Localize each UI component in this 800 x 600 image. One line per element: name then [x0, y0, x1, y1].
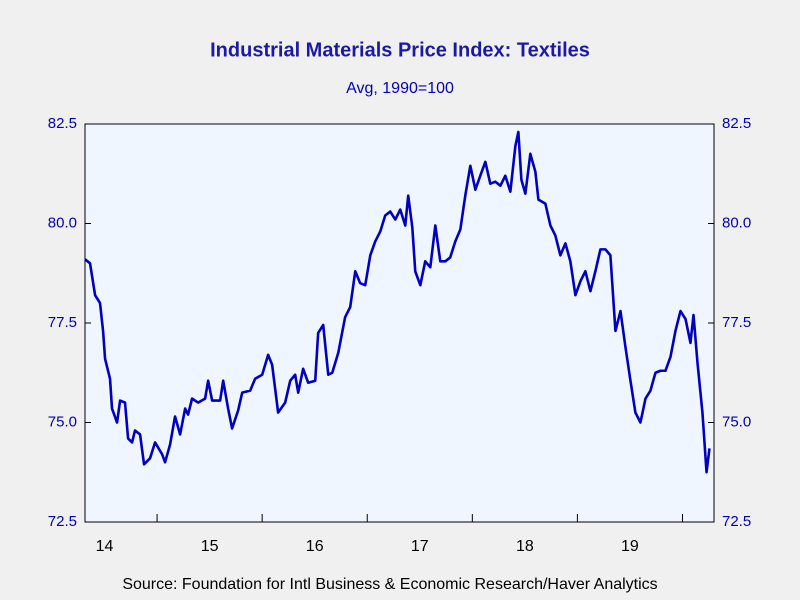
- y2-tick-label: 82.5: [722, 115, 751, 132]
- y-tick-label: 80.0: [48, 214, 77, 231]
- y-tick-label: 77.5: [48, 314, 77, 331]
- x-tick-label: 16: [306, 538, 324, 555]
- y-tick-label: 82.5: [48, 115, 77, 132]
- y2-tick-label: 77.5: [722, 314, 751, 331]
- y2-tick-label: 80.0: [722, 214, 751, 231]
- x-tick-label: 19: [621, 538, 639, 555]
- y-tick-label: 75.0: [48, 413, 77, 430]
- y-tick-label: 72.5: [48, 513, 77, 530]
- chart-title: Industrial Materials Price Index: Textil…: [210, 39, 590, 61]
- x-tick-label: 14: [96, 538, 114, 555]
- y2-tick-label: 72.5: [722, 513, 751, 530]
- plot-area: [84, 123, 715, 523]
- chart-subtitle: Avg, 1990=100: [346, 80, 454, 97]
- source-note: Source: Foundation for Intl Business & E…: [122, 576, 657, 593]
- data-line: [84, 130, 711, 474]
- x-tick-label: 17: [411, 538, 429, 555]
- x-tick-label: 18: [516, 538, 534, 555]
- x-tick-label: 15: [201, 538, 219, 555]
- y2-tick-label: 75.0: [722, 413, 751, 430]
